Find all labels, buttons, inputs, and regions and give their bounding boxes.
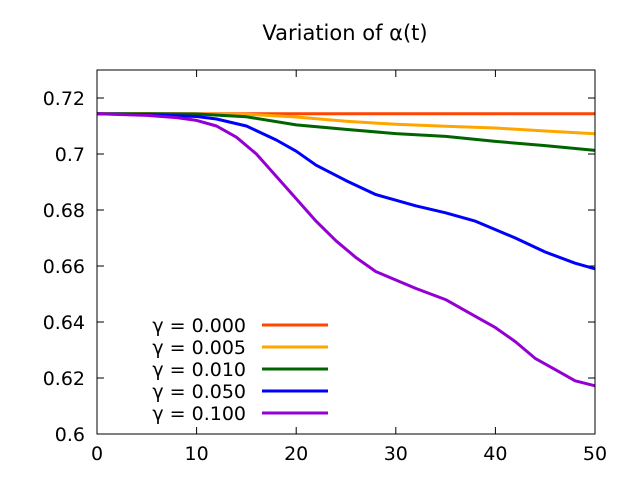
- legend-label: γ = 0.100: [152, 403, 246, 425]
- series-layer: [96, 112, 596, 388]
- legend-label: γ = 0.050: [152, 381, 246, 403]
- y-tick-label: 0.66: [43, 256, 85, 278]
- y-tick-label: 0.64: [43, 312, 85, 334]
- x-tick-label: 10: [185, 443, 209, 465]
- chart-title: Variation of α(t): [262, 21, 427, 45]
- y-tick-label: 0.72: [43, 88, 85, 110]
- legend-label: γ = 0.005: [152, 337, 246, 359]
- x-tick-label: 30: [384, 443, 408, 465]
- x-tick-label: 0: [91, 443, 103, 465]
- legend-label: γ = 0.000: [152, 315, 246, 337]
- x-tick-label: 40: [483, 443, 507, 465]
- series-line-2: [97, 112, 596, 152]
- y-tick-label: 0.6: [55, 424, 85, 446]
- y-tick-label: 0.7: [55, 144, 85, 166]
- x-tick-label: 50: [583, 443, 607, 465]
- legend-label: γ = 0.010: [152, 359, 246, 381]
- y-tick-label: 0.62: [43, 368, 85, 390]
- series-line-3: [96, 112, 596, 271]
- series-line-4: [96, 112, 596, 388]
- y-tick-label: 0.68: [43, 200, 85, 222]
- x-tick-label: 20: [284, 443, 308, 465]
- plot-border: [96, 69, 596, 435]
- ticks-layer: 0 10 20 30 40 50 0.6 0.62 0.64 0.66 0.68 0.7 0.72: [43, 70, 607, 465]
